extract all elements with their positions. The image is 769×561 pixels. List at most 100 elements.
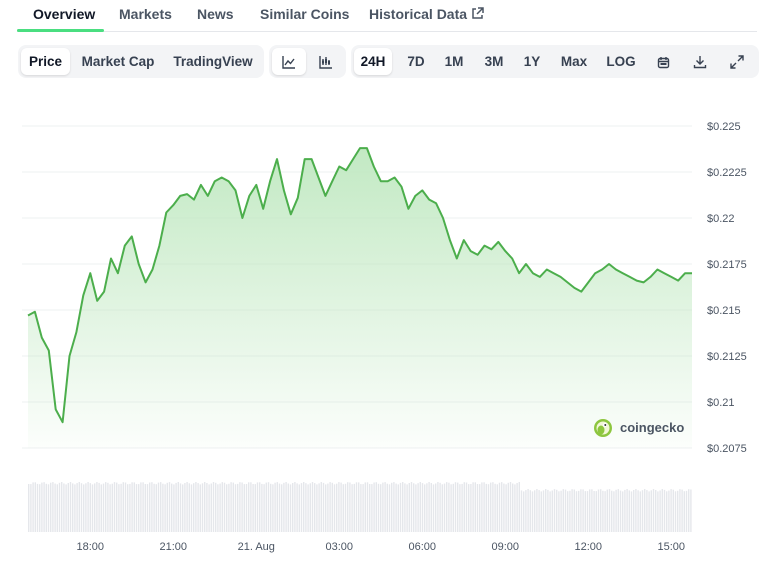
tab-similar-coins[interactable]: Similar Coins [260,6,350,22]
volume-bar [551,490,553,532]
volume-bar [232,482,234,532]
volume-bar [553,489,556,532]
volume-bar [226,484,228,532]
volume-bar [190,484,193,532]
volume-bar [166,482,168,532]
volume-bar [56,484,58,532]
volume-bar [538,490,540,532]
volume-bar [98,482,100,532]
tab-news[interactable]: News [197,6,234,22]
y-axis-labels: $0.225 $0.2225 $0.22 $0.2175 $0.215 $0.2125 $0… [707,121,747,455]
volume-bar [171,483,173,532]
volume-bar [683,491,685,532]
tradingview-button[interactable]: TradingView [173,54,253,69]
volume-bar [406,484,408,532]
tab-historical-data[interactable]: Historical Data [369,6,484,22]
volume-bar [109,484,111,532]
market-cap-button[interactable]: Market Cap [81,54,155,69]
volume-bar [65,484,67,532]
volume-bar [212,482,215,532]
volume-bar [432,484,435,532]
volume-bar [457,482,459,532]
volume-bars [28,482,692,532]
volume-bar [28,484,30,532]
volume-bar [624,489,626,532]
volume-bar [120,483,122,532]
volume-bar [413,483,415,532]
range-1y-button[interactable]: 1Y [523,54,541,69]
line-chart-button[interactable] [272,48,306,75]
log-scale-button[interactable]: LOG [606,54,636,69]
volume-bar [80,483,83,532]
volume-bar [573,489,575,532]
fullscreen-button[interactable] [721,48,753,75]
volume-bar [245,484,248,532]
volume-bar [41,482,43,532]
volume-bar [602,490,604,532]
volume-bar [679,489,681,532]
candlestick-chart-button[interactable] [309,48,343,75]
volume-bar [430,483,432,532]
volume-bar [292,483,294,532]
volume-bar [303,482,305,532]
volume-bar [151,482,153,532]
volume-bar [560,490,562,532]
volume-bar [351,484,353,532]
volume-bar [184,483,186,532]
coingecko-watermark: coingecko [594,419,684,437]
volume-bar [153,483,155,532]
volume-bar [395,483,397,532]
y-tick-label: $0.22 [707,213,735,225]
volume-bar [672,489,674,532]
volume-bar [177,482,179,532]
volume-bar [443,483,446,532]
volume-bar [287,483,289,532]
volume-bar [252,484,254,532]
range-3m-button[interactable]: 3M [484,54,504,69]
volume-bar [118,484,120,532]
volume-bar [435,483,437,532]
volume-bar [342,484,344,532]
volume-bar [648,491,650,532]
volume-bar [283,482,285,532]
tab-overview[interactable]: Overview [33,6,96,22]
volume-bar [160,482,162,532]
volume-bar [613,491,615,532]
volume-bar [30,484,32,532]
range-7d-button[interactable]: 7D [407,54,425,69]
volume-bar [322,482,325,532]
volume-bar [96,482,98,532]
volume-bar [72,483,74,532]
volume-bar [386,483,388,532]
price-chart[interactable]: $0.225 $0.2225 $0.22 $0.2175 $0.215 $0.2125 $0… [0,100,769,561]
price-button[interactable]: Price [21,48,70,75]
volume-bar [531,491,534,532]
volume-bar [230,482,232,532]
line-chart-icon [282,56,295,70]
volume-bar [397,484,399,532]
download-button[interactable] [685,48,715,75]
volume-bar [567,491,569,532]
volume-bar [690,489,692,532]
volume-bar [650,490,652,532]
volume-bar [391,482,393,532]
volume-bar [47,484,50,532]
range-1m-button[interactable]: 1M [444,54,464,69]
data-type-group: Price Market Cap TradingView [18,45,264,78]
volume-bar [241,482,243,532]
volume-bar [514,484,516,532]
volume-bar [318,483,320,532]
tab-markets[interactable]: Markets [119,6,172,22]
volume-bar [188,483,190,532]
calendar-button[interactable] [648,48,678,75]
volume-bar [294,482,296,532]
volume-bar [637,490,639,532]
range-max-button[interactable]: Max [560,54,588,69]
range-24h-button[interactable]: 24H [354,48,392,75]
volume-bar [688,489,690,532]
volume-bar [663,489,666,532]
volume-bar [375,482,377,532]
volume-bar [487,484,490,532]
volume-bar [677,490,679,532]
volume-bar [45,483,47,532]
